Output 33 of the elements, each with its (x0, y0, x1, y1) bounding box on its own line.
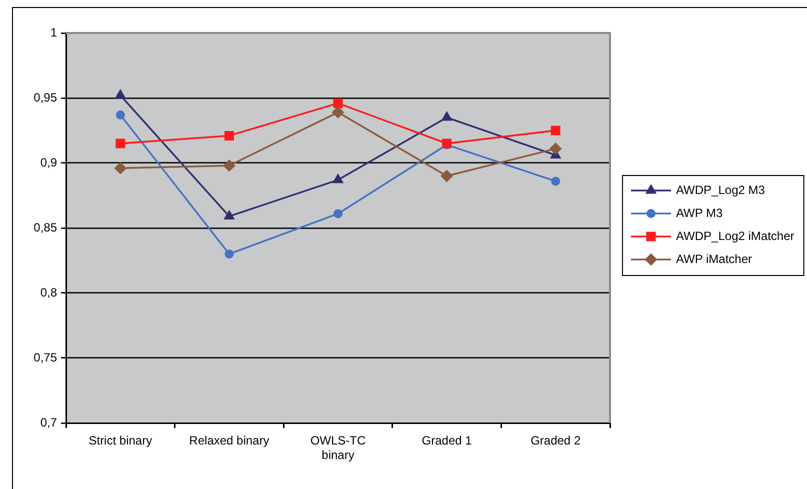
point (332, 106, 344, 118)
point (223, 160, 236, 172)
y-tick-label: 0,7 (40, 415, 58, 430)
y-tick-label: 1 (50, 25, 58, 40)
legend-label: AWP iMatcher (676, 252, 752, 266)
x-tick-label: Graded 1 (422, 434, 472, 448)
y-tick-label: 0,8 (40, 285, 58, 300)
point (334, 209, 342, 218)
y-tick-label: 0,95 (34, 90, 58, 104)
point (550, 126, 560, 136)
point (114, 162, 126, 174)
point (116, 138, 126, 148)
x-tick-label: OWLS-TC binary (310, 434, 366, 462)
y-tick-label: 0,9 (40, 155, 58, 170)
point (224, 130, 234, 140)
point (440, 170, 453, 182)
point (442, 112, 452, 121)
point (550, 142, 562, 155)
x-tick-label: Relaxed binary (189, 434, 270, 448)
point (224, 210, 234, 220)
legend-label: AWP M3 (676, 206, 723, 220)
x-tick-label: Graded 2 (530, 434, 581, 448)
x-tick-label: Strict binary (88, 434, 152, 448)
legend-label: AWDP_Log2 iMatcher (676, 228, 794, 243)
point (115, 89, 126, 99)
y-tick-label: 0,75 (34, 350, 58, 364)
point (116, 110, 125, 120)
legend-label: AWDP_Log2 M3 (676, 182, 766, 197)
point (551, 176, 560, 186)
y-tick-label: 0,85 (34, 220, 58, 234)
point (224, 250, 234, 258)
point (333, 98, 343, 108)
point (332, 174, 344, 184)
